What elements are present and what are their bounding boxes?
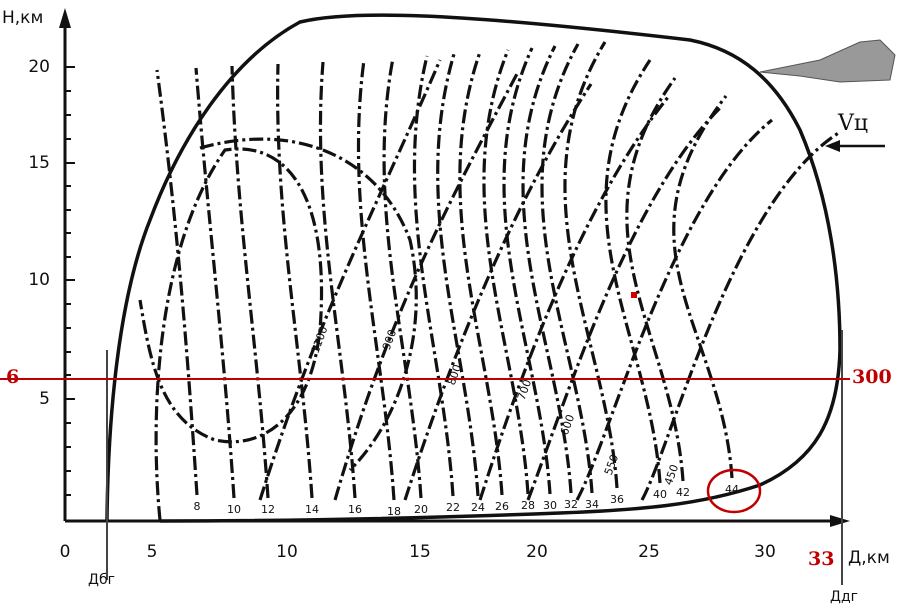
x-tick-label: 15 xyxy=(409,542,431,562)
speed-label: 900 xyxy=(380,328,399,352)
range-label: 20 xyxy=(414,503,428,516)
x-arrow xyxy=(830,515,850,527)
range-label: 40 xyxy=(653,488,667,501)
iso-range-curve xyxy=(458,51,504,496)
zone-boundary xyxy=(105,13,842,523)
velocity-arrowhead xyxy=(825,140,840,152)
y-minor-ticks xyxy=(65,66,75,496)
iso-range-curve xyxy=(194,67,236,499)
x-tick-label: 25 xyxy=(638,542,660,562)
range-label: 24 xyxy=(471,501,485,514)
iso-range-curve xyxy=(672,95,734,479)
iso-speed-curve xyxy=(640,130,841,501)
range-label: 26 xyxy=(495,500,509,513)
range-label: 42 xyxy=(676,486,690,499)
range-label: 14 xyxy=(305,503,319,516)
range-label: 36 xyxy=(610,493,624,506)
speed-label: 700 xyxy=(515,378,534,402)
x-tick-label: 10 xyxy=(276,542,298,562)
range-label: 44 xyxy=(725,483,739,496)
range-label: 12 xyxy=(261,503,275,516)
y-tick-label: 5 xyxy=(39,389,50,409)
x-tick-label: 20 xyxy=(526,542,548,562)
speed-label: 1100 xyxy=(309,324,331,355)
range-label: 30 xyxy=(543,499,557,512)
range-label: 8 xyxy=(194,500,201,513)
range-label: 22 xyxy=(446,501,460,514)
iso-range-curve xyxy=(276,63,314,499)
range-label: 28 xyxy=(521,499,535,512)
x-axis-label: Д,км xyxy=(848,548,890,568)
y-axis-label: H,км xyxy=(2,8,43,28)
iso-curves xyxy=(155,41,841,501)
y-tick-label: 20 xyxy=(28,57,50,77)
iso-speed-curve xyxy=(526,106,722,501)
x-tick-label: 5 xyxy=(147,542,158,562)
iso-range-curve xyxy=(230,65,270,499)
iso-range-curve xyxy=(318,61,357,499)
iso-speed-curve xyxy=(575,118,774,501)
iso-range-curve xyxy=(436,53,480,497)
iso-range-curve xyxy=(356,59,396,501)
iso-range-curve xyxy=(155,69,199,496)
iso-range-curve xyxy=(521,45,573,494)
iso-speed-curve xyxy=(333,71,520,501)
height-annotation: 6 xyxy=(6,366,19,388)
range-label: 18 xyxy=(387,505,401,518)
aircraft-icon xyxy=(759,39,896,83)
iso-range-curve xyxy=(412,55,455,497)
iso-speed-curve xyxy=(258,59,442,501)
speed-label: 450 xyxy=(662,463,681,487)
iso-speed-curve xyxy=(478,94,671,501)
x-tick-label: 30 xyxy=(754,542,776,562)
range-label: 32 xyxy=(564,498,578,511)
range-annotation: 33 xyxy=(808,548,834,570)
red-dot xyxy=(631,292,637,298)
range-label: 34 xyxy=(585,498,599,511)
iso-ellipse xyxy=(138,147,324,521)
y-tick-label: 10 xyxy=(28,270,50,290)
speed-label: 800 xyxy=(445,363,464,387)
x-tick-label: 0 xyxy=(60,542,71,562)
iso-ellipse xyxy=(199,137,418,472)
right-marker: Ддг xyxy=(830,589,858,605)
iso-range-curve xyxy=(540,43,594,494)
left-marker: Дбг xyxy=(88,572,115,588)
y-ticks: 5 10 15 20 xyxy=(28,57,50,409)
y-tick-label: 15 xyxy=(28,153,50,173)
range-label: 10 xyxy=(227,503,241,516)
y-arrow xyxy=(59,8,71,28)
speed-annotation: 300 xyxy=(852,366,892,388)
range-labels: 8 10 12 14 16 18 20 22 24 26 28 30 32 34 36 40 42 44 xyxy=(194,483,740,518)
x-ticks: 0 5 10 15 20 25 30 xyxy=(60,542,776,562)
highlight-circle xyxy=(706,468,762,514)
iso-speed-curve xyxy=(403,83,593,501)
iso-range-curve xyxy=(604,59,662,484)
iso-range-curve xyxy=(502,47,552,495)
iso-range-curve xyxy=(382,57,423,499)
speed-label: 550 xyxy=(602,453,621,477)
range-label: 16 xyxy=(348,503,362,516)
velocity-label: Vц xyxy=(837,111,868,136)
